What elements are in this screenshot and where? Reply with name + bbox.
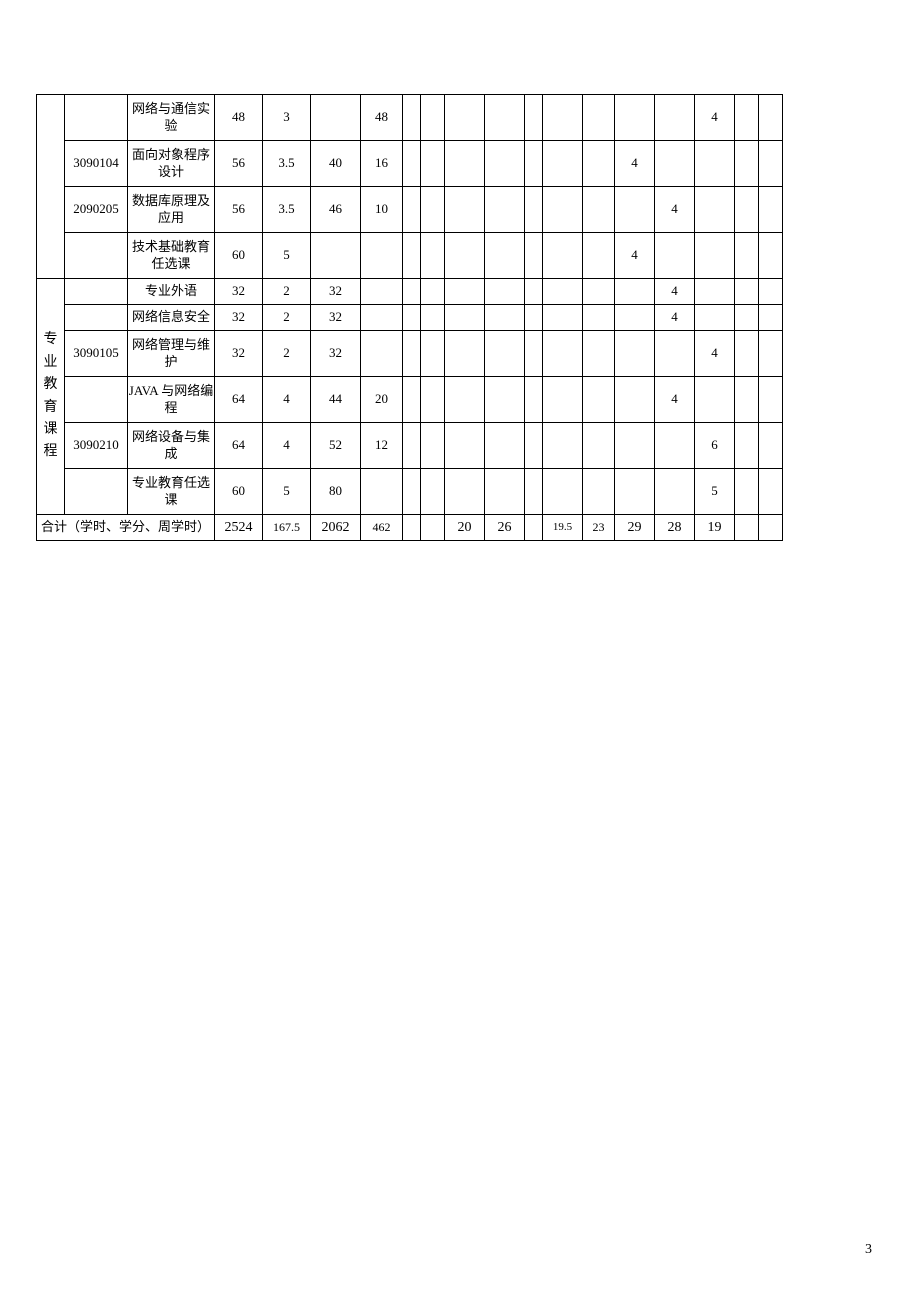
table-row: JAVA 与网络编程 64 4 44 20 4 — [37, 377, 783, 423]
course-code — [65, 377, 128, 423]
table-row: 技术基础教育任选课 60 5 4 — [37, 233, 783, 279]
lab-hours: 48 — [361, 95, 403, 141]
table-row: 网络与通信实验 48 3 48 4 — [37, 95, 783, 141]
total-lab: 462 — [361, 515, 403, 541]
course-code — [65, 279, 128, 305]
course-name: 专业外语 — [128, 279, 215, 305]
course-name: 面向对象程序设计 — [128, 141, 215, 187]
course-code: 3090210 — [65, 423, 128, 469]
hours: 48 — [215, 95, 263, 141]
course-name: 网络与通信实验 — [128, 95, 215, 141]
table-row: 3090104 面向对象程序设计 56 3.5 40 16 4 — [37, 141, 783, 187]
total-label: 合计（学时、学分、周学时） — [37, 515, 215, 541]
course-code: 3090104 — [65, 141, 128, 187]
course-code — [65, 95, 128, 141]
table-total-row: 合计（学时、学分、周学时） 2524 167.5 2062 462 20 26 … — [37, 515, 783, 541]
course-name: JAVA 与网络编程 — [128, 377, 215, 423]
total-credits: 167.5 — [263, 515, 311, 541]
course-code — [65, 469, 128, 515]
table-row: 3090210 网络设备与集成 64 4 52 12 6 — [37, 423, 783, 469]
curriculum-table: 网络与通信实验 48 3 48 4 3090104 面向对象程序设计 56 3.… — [36, 94, 783, 541]
table-row: 2090205 数据库原理及应用 56 3.5 46 10 4 — [37, 187, 783, 233]
course-code: 2090205 — [65, 187, 128, 233]
course-name: 网络管理与维护 — [128, 331, 215, 377]
total-lecture: 2062 — [311, 515, 361, 541]
group-label — [37, 95, 65, 279]
table-row: 3090105 网络管理与维护 32 2 32 4 — [37, 331, 783, 377]
course-code — [65, 233, 128, 279]
page-number: 3 — [865, 1242, 872, 1258]
course-name: 专业教育任选课 — [128, 469, 215, 515]
course-code — [65, 305, 128, 331]
course-code: 3090105 — [65, 331, 128, 377]
course-name: 技术基础教育任选课 — [128, 233, 215, 279]
total-hours: 2524 — [215, 515, 263, 541]
table-row: 专业教育课程 专业外语 32 2 32 4 — [37, 279, 783, 305]
course-name: 数据库原理及应用 — [128, 187, 215, 233]
lecture-hours — [311, 95, 361, 141]
course-name: 网络设备与集成 — [128, 423, 215, 469]
table-row: 专业教育任选课 60 5 80 5 — [37, 469, 783, 515]
group-label: 专业教育课程 — [37, 279, 65, 515]
credits: 3 — [263, 95, 311, 141]
table-row: 网络信息安全 32 2 32 4 — [37, 305, 783, 331]
course-name: 网络信息安全 — [128, 305, 215, 331]
